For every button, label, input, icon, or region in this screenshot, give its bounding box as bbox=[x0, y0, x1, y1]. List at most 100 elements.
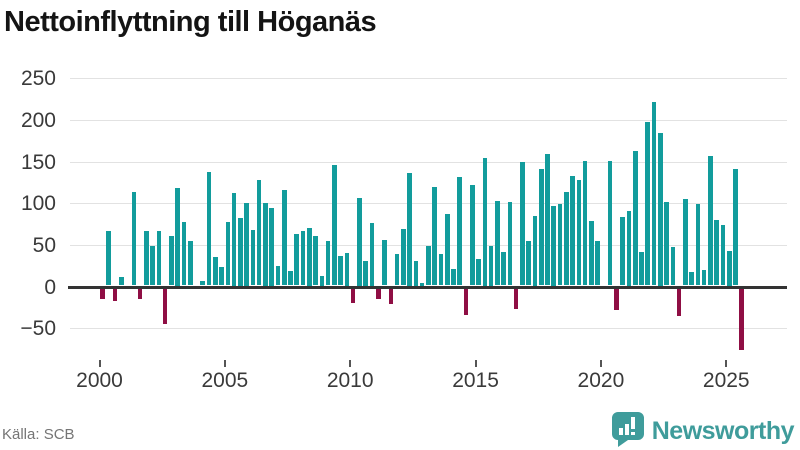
bar-2022-Q4 bbox=[670, 247, 676, 286]
bar-2007-Q3 bbox=[288, 271, 293, 286]
bar-2009-Q3 bbox=[338, 256, 343, 286]
gridline-y-250 bbox=[70, 78, 787, 80]
y-axis-label--50: −50 bbox=[20, 317, 56, 341]
bar-2013-Q1 bbox=[426, 246, 431, 286]
bar-2009-Q1 bbox=[325, 241, 331, 286]
x-axis-label-2025: 2025 bbox=[702, 369, 750, 392]
bar-2025-Q3 bbox=[739, 288, 745, 351]
bar-2013-Q3 bbox=[438, 253, 444, 286]
bar-2011-Q2 bbox=[382, 239, 387, 286]
source-caption: Källa: SCB bbox=[2, 426, 75, 443]
x-axis-tick-2000 bbox=[98, 360, 101, 367]
bar-2021-Q3 bbox=[639, 252, 644, 286]
zero-axis-line bbox=[68, 285, 787, 289]
bar-2002-Q1 bbox=[150, 246, 155, 286]
bar-2022-Q2 bbox=[658, 133, 663, 286]
bar-2014-Q3 bbox=[463, 288, 469, 316]
bar-2003-Q3 bbox=[187, 241, 193, 286]
bar-2018-Q4 bbox=[570, 176, 575, 286]
bar-2007-Q1 bbox=[275, 266, 281, 286]
bar-2010-Q2 bbox=[357, 198, 362, 286]
bar-2010-Q3 bbox=[363, 260, 369, 286]
bar-2022-Q3 bbox=[664, 202, 669, 286]
x-axis-tick-2010 bbox=[349, 360, 352, 367]
y-axis-label-150: 150 bbox=[20, 150, 56, 174]
bar-2010-Q1 bbox=[350, 288, 356, 303]
x-axis-label-2020: 2020 bbox=[577, 369, 625, 392]
bar-2010-Q4 bbox=[369, 223, 375, 286]
bar-2024-Q3 bbox=[714, 219, 719, 286]
y-axis-label-250: 250 bbox=[20, 67, 56, 91]
bar-2006-Q2 bbox=[256, 179, 262, 286]
bar-2000-Q2 bbox=[106, 231, 112, 286]
bar-2002-Q3 bbox=[162, 288, 168, 325]
y-axis-label-50: 50 bbox=[32, 233, 56, 257]
bar-2007-Q4 bbox=[294, 233, 300, 286]
bar-2023-Q2 bbox=[683, 198, 688, 286]
bar-2017-Q1 bbox=[526, 241, 531, 286]
bar-2014-Q1 bbox=[451, 268, 456, 286]
bar-2002-Q4 bbox=[169, 236, 174, 286]
bar-2020-Q2 bbox=[607, 161, 613, 286]
bar-2022-Q1 bbox=[651, 102, 657, 286]
bar-2019-Q3 bbox=[589, 221, 594, 286]
bar-2012-Q4 bbox=[419, 283, 425, 286]
bar-2000-Q4 bbox=[119, 277, 124, 286]
bar-2016-Q2 bbox=[507, 202, 513, 286]
bar-2008-Q3 bbox=[313, 236, 318, 286]
bar-2001-Q2 bbox=[131, 192, 137, 286]
bar-2023-Q1 bbox=[676, 288, 682, 316]
bar-2001-Q4 bbox=[144, 231, 149, 286]
x-axis-tick-2005 bbox=[223, 360, 226, 367]
bar-2017-Q3 bbox=[538, 168, 544, 286]
y-axis-label-200: 200 bbox=[20, 108, 56, 132]
bar-2003-Q2 bbox=[181, 222, 187, 286]
x-axis-label-2000: 2000 bbox=[76, 369, 123, 392]
gridline-y-200 bbox=[70, 119, 787, 121]
bar-2023-Q4 bbox=[695, 203, 701, 286]
bar-2006-Q3 bbox=[263, 203, 268, 286]
bar-2006-Q1 bbox=[250, 229, 256, 286]
bar-2001-Q3 bbox=[137, 288, 143, 299]
bar-2025-Q2 bbox=[733, 168, 738, 286]
bar-2015-Q3 bbox=[488, 245, 494, 286]
x-axis-label-2015: 2015 bbox=[452, 369, 499, 392]
bar-2017-Q2 bbox=[532, 215, 538, 286]
bar-2012-Q2 bbox=[407, 173, 412, 286]
bar-2000-Q3 bbox=[112, 288, 118, 301]
bar-2021-Q2 bbox=[632, 151, 638, 286]
bar-2019-Q1 bbox=[576, 179, 582, 286]
bar-2005-Q4 bbox=[244, 203, 249, 286]
bar-2011-Q3 bbox=[388, 288, 394, 304]
bar-2003-Q1 bbox=[175, 188, 180, 286]
bar-2024-Q1 bbox=[701, 269, 707, 286]
bar-2011-Q4 bbox=[394, 253, 400, 286]
x-axis-tick-2020 bbox=[599, 360, 602, 367]
bar-2005-Q3 bbox=[238, 218, 243, 286]
brand-name: Newsworthy bbox=[651, 417, 795, 445]
gridline-y--50 bbox=[70, 328, 787, 330]
bar-2024-Q2 bbox=[708, 156, 713, 286]
bar-2013-Q2 bbox=[432, 187, 437, 286]
bar-2020-Q3 bbox=[614, 288, 619, 311]
bar-2004-Q2 bbox=[206, 172, 212, 286]
newsworthy-chart-bubble-icon bbox=[611, 411, 645, 450]
bar-2021-Q1 bbox=[626, 210, 632, 286]
bar-2018-Q1 bbox=[551, 205, 557, 286]
bar-2008-Q1 bbox=[300, 231, 306, 286]
bar-2024-Q4 bbox=[720, 224, 726, 286]
bar-2008-Q4 bbox=[319, 275, 325, 286]
bar-2000-Q1 bbox=[100, 288, 105, 300]
bar-2016-Q1 bbox=[501, 252, 506, 286]
bar-2015-Q2 bbox=[482, 158, 488, 286]
bar-2011-Q1 bbox=[375, 288, 381, 300]
bar-2020-Q4 bbox=[620, 217, 625, 286]
y-axis-label-0: 0 bbox=[44, 275, 56, 299]
newsworthy-logo[interactable]: Newsworthy bbox=[611, 411, 795, 450]
gridline-y-50 bbox=[70, 244, 787, 246]
x-axis-label-2005: 2005 bbox=[201, 369, 249, 392]
bar-2004-Q1 bbox=[200, 281, 206, 286]
bar-2004-Q4 bbox=[219, 267, 224, 286]
